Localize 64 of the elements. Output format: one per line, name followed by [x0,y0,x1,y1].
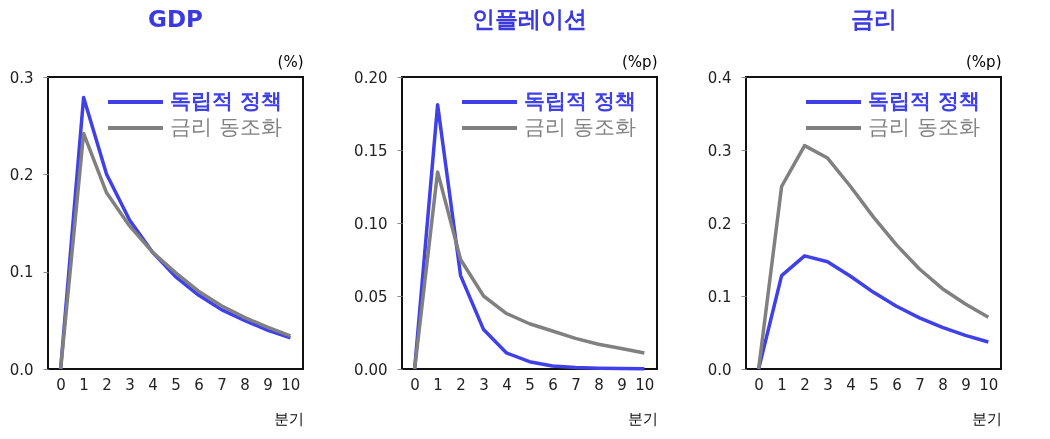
x-tick-label: 0 [56,375,66,394]
y-tick-label: 0.10 [354,214,388,233]
chart-title: 인플레이션 [472,6,587,32]
y-tick-label: 0.20 [354,68,388,87]
x-tick-label: 10 [281,375,301,394]
x-tick-label: 7 [217,375,227,394]
x-tick-label: 7 [915,375,925,394]
x-tick-label: 6 [194,375,204,394]
y-tick-label: 0.1 [9,263,34,282]
x-tick-label: 8 [594,375,604,394]
y-tick-label: 0.0 [707,360,732,379]
line-series [412,170,647,371]
x-tick-label: 1 [777,375,787,394]
x-tick-label: 0 [754,375,764,394]
y-tick-label: 0.15 [354,141,388,160]
x-tick-label: 10 [979,375,999,394]
y-tick-label: 0.00 [354,360,388,379]
x-axis-title: 분기 [273,409,304,428]
chart-title: 금리 [850,6,897,32]
x-tick-label: 2 [800,375,810,394]
x-tick-label: 9 [961,375,971,394]
chart-title: GDP [148,6,203,32]
x-tick-label: 7 [571,375,581,394]
legend-label: 독립적 정책 [170,89,283,113]
x-tick-label: 5 [171,375,181,394]
x-tick-label: 4 [502,375,512,394]
y-tick-label: 0.3 [9,68,34,87]
legend-label: 금리 동조화 [524,115,636,139]
x-tick-label: 5 [869,375,879,394]
x-axis-title: 분기 [627,409,658,428]
x-tick-label: 8 [938,375,948,394]
y-tick-label: 0.05 [354,287,388,306]
x-tick-label: 5 [525,375,535,394]
y-tick-label: 0.2 [9,165,34,184]
legend-label: 금리 동조화 [170,115,282,139]
x-tick-label: 2 [102,375,112,394]
x-tick-label: 4 [846,375,856,394]
x-tick-label: 4 [148,375,158,394]
x-tick-label: 0 [410,375,420,394]
y-axis-title: (%) [277,52,304,71]
y-tick-label: 0.0 [9,360,34,379]
x-tick-label: 1 [79,375,89,394]
x-tick-label: 10 [635,375,655,394]
x-tick-label: 6 [548,375,558,394]
y-tick-label: 0.1 [707,287,732,306]
x-tick-label: 3 [479,375,489,394]
y-tick-label: 0.4 [707,68,732,87]
y-tick-label: 0.3 [707,141,732,160]
y-axis-title: (%p) [966,52,1002,71]
line-series [756,143,991,371]
x-tick-label: 9 [263,375,273,394]
legend-label: 금리 동조화 [868,115,980,139]
x-axis-title: 분기 [971,409,1002,428]
x-tick-label: 3 [823,375,833,394]
x-tick-label: 9 [617,375,627,394]
y-axis-title: (%p) [622,52,658,71]
x-tick-label: 3 [125,375,135,394]
legend-label: 독립적 정책 [524,89,637,113]
legend-label: 독립적 정책 [868,89,981,113]
x-tick-label: 1 [433,375,443,394]
x-tick-label: 2 [456,375,466,394]
x-tick-label: 6 [892,375,902,394]
y-tick-label: 0.2 [707,214,732,233]
x-tick-label: 8 [240,375,250,394]
